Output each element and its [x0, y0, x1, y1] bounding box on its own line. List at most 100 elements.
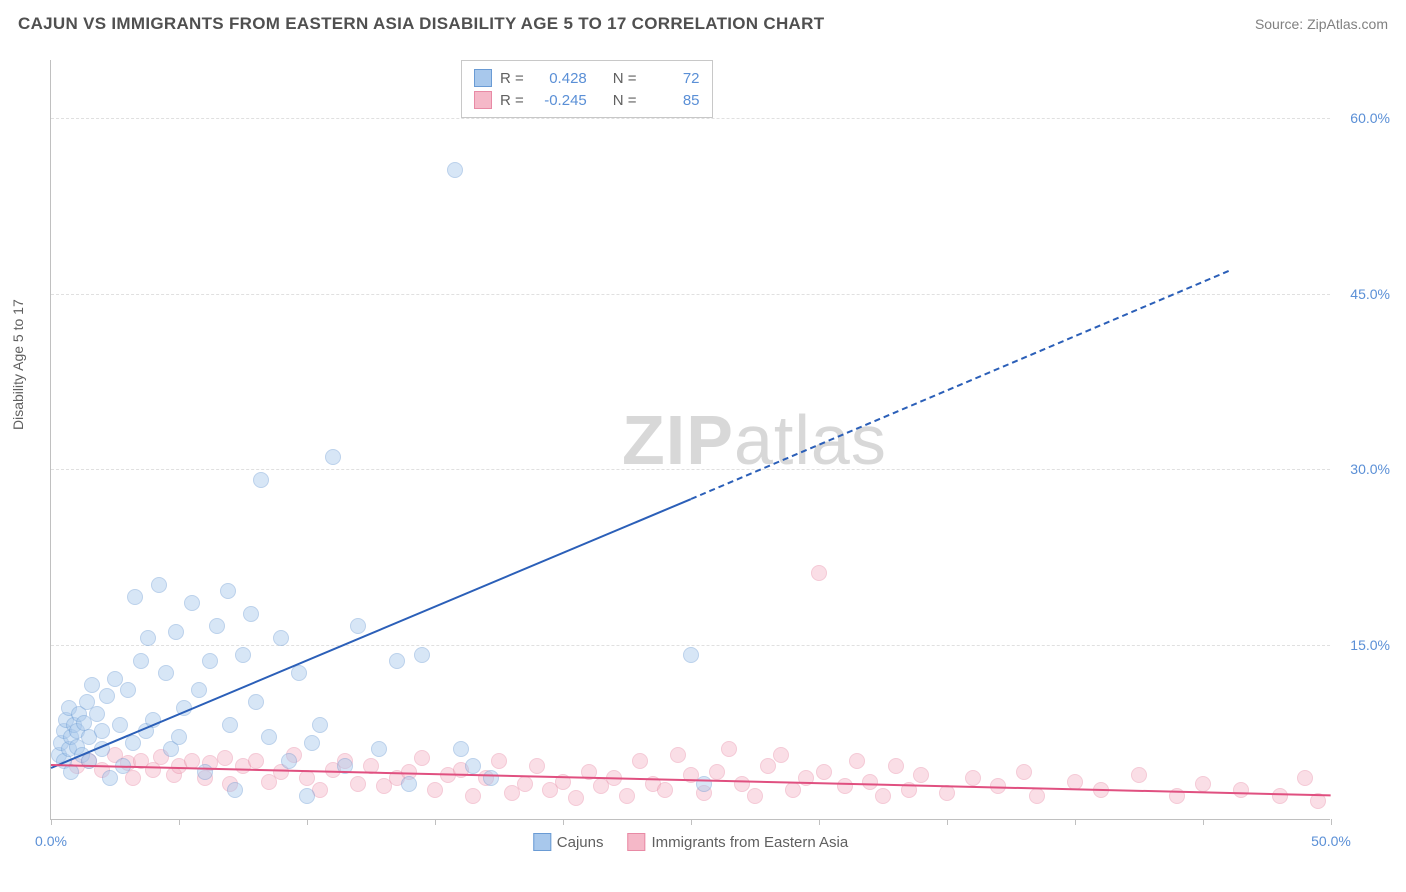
- bottom-legend: Cajuns Immigrants from Eastern Asia: [533, 833, 848, 851]
- data-point: [120, 682, 136, 698]
- data-point: [683, 647, 699, 663]
- data-point: [389, 653, 405, 669]
- data-point: [220, 583, 236, 599]
- data-point: [217, 750, 233, 766]
- ytick-label: 30.0%: [1335, 461, 1390, 477]
- legend-item-a: Cajuns: [533, 833, 604, 851]
- data-point: [1195, 776, 1211, 792]
- stats-legend-box: R = 0.428 N = 72 R = -0.245 N = 85: [461, 60, 713, 118]
- data-point: [619, 788, 635, 804]
- data-point: [248, 694, 264, 710]
- data-point: [491, 753, 507, 769]
- data-point: [94, 723, 110, 739]
- ytick-label: 60.0%: [1335, 110, 1390, 126]
- legend-label-a: Cajuns: [557, 834, 604, 851]
- data-point: [102, 770, 118, 786]
- stat-r-label: R =: [500, 92, 524, 109]
- data-point: [465, 788, 481, 804]
- data-point: [721, 741, 737, 757]
- data-point: [304, 735, 320, 751]
- data-point: [184, 595, 200, 611]
- data-point: [939, 785, 955, 801]
- stats-row-b: R = -0.245 N = 85: [474, 89, 700, 111]
- data-point: [133, 653, 149, 669]
- data-point: [465, 758, 481, 774]
- stat-n-b: 85: [645, 92, 700, 109]
- data-point: [202, 653, 218, 669]
- data-point: [1297, 770, 1313, 786]
- data-point: [158, 665, 174, 681]
- data-point: [483, 770, 499, 786]
- ytick-label: 45.0%: [1335, 286, 1390, 302]
- data-point: [670, 747, 686, 763]
- xtick-mark: [563, 819, 564, 825]
- data-point: [350, 776, 366, 792]
- data-point: [253, 472, 269, 488]
- data-point: [222, 717, 238, 733]
- data-point: [734, 776, 750, 792]
- swatch-b: [627, 833, 645, 851]
- watermark-b: atlas: [734, 401, 887, 479]
- data-point: [785, 782, 801, 798]
- xtick-mark: [819, 819, 820, 825]
- data-point: [568, 790, 584, 806]
- data-point: [1272, 788, 1288, 804]
- gridline: [51, 645, 1330, 646]
- data-point: [709, 764, 725, 780]
- xtick-mark: [51, 819, 52, 825]
- stat-r-a: 0.428: [532, 70, 587, 87]
- ytick-label: 15.0%: [1335, 637, 1390, 653]
- data-point: [299, 788, 315, 804]
- swatch-b: [474, 91, 492, 109]
- swatch-a: [474, 69, 492, 87]
- data-point: [657, 782, 673, 798]
- data-point: [112, 717, 128, 733]
- watermark-a: ZIP: [622, 401, 734, 479]
- stat-n-label: N =: [613, 92, 637, 109]
- swatch-a: [533, 833, 551, 851]
- watermark: ZIPatlas: [622, 400, 887, 480]
- xtick-mark: [1203, 819, 1204, 825]
- data-point: [414, 750, 430, 766]
- chart-area: ZIPatlas R = 0.428 N = 72 R = -0.245 N =…: [50, 60, 1330, 820]
- xtick-label: 0.0%: [35, 833, 67, 849]
- data-point: [696, 776, 712, 792]
- data-point: [747, 788, 763, 804]
- xtick-mark: [1075, 819, 1076, 825]
- xtick-mark: [1331, 819, 1332, 825]
- data-point: [849, 753, 865, 769]
- data-point: [281, 753, 297, 769]
- data-point: [291, 665, 307, 681]
- data-point: [107, 671, 123, 687]
- data-point: [529, 758, 545, 774]
- data-point: [184, 753, 200, 769]
- xtick-mark: [307, 819, 308, 825]
- data-point: [1016, 764, 1032, 780]
- stat-r-label: R =: [500, 70, 524, 87]
- trend-line: [691, 271, 1229, 501]
- data-point: [273, 630, 289, 646]
- y-axis-label: Disability Age 5 to 17: [10, 299, 26, 430]
- data-point: [191, 682, 207, 698]
- data-point: [151, 577, 167, 593]
- data-point: [299, 770, 315, 786]
- header: CAJUN VS IMMIGRANTS FROM EASTERN ASIA DI…: [18, 14, 1388, 34]
- data-point: [414, 647, 430, 663]
- data-point: [517, 776, 533, 792]
- data-point: [168, 624, 184, 640]
- data-point: [140, 630, 156, 646]
- data-point: [325, 449, 341, 465]
- data-point: [453, 741, 469, 757]
- data-point: [427, 782, 443, 798]
- xtick-mark: [691, 819, 692, 825]
- data-point: [127, 589, 143, 605]
- data-point: [350, 618, 366, 634]
- data-point: [965, 770, 981, 786]
- xtick-mark: [179, 819, 180, 825]
- data-point: [227, 782, 243, 798]
- data-point: [447, 162, 463, 178]
- data-point: [248, 753, 264, 769]
- data-point: [1131, 767, 1147, 783]
- data-point: [401, 776, 417, 792]
- data-point: [632, 753, 648, 769]
